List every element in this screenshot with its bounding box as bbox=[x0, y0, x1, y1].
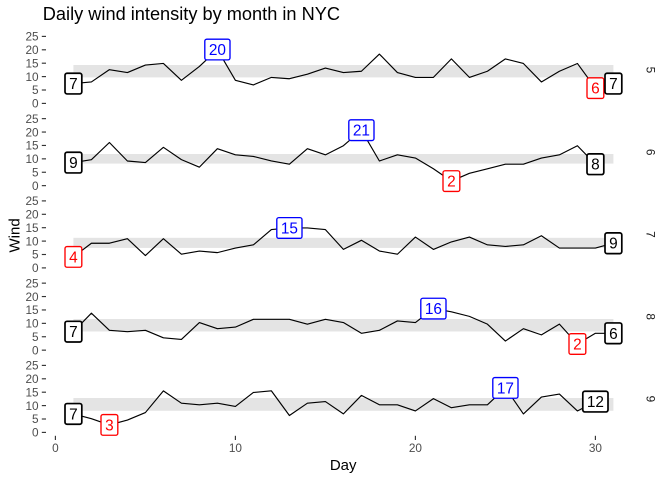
svg-text:20: 20 bbox=[25, 43, 39, 57]
svg-text:20: 20 bbox=[25, 208, 39, 222]
svg-text:2: 2 bbox=[573, 336, 582, 353]
svg-text:5: 5 bbox=[32, 248, 39, 262]
svg-text:15: 15 bbox=[25, 303, 39, 317]
svg-text:0: 0 bbox=[32, 426, 39, 440]
svg-text:10: 10 bbox=[25, 152, 39, 166]
svg-text:20: 20 bbox=[209, 42, 226, 59]
svg-text:Wind: Wind bbox=[7, 218, 24, 252]
svg-text:3: 3 bbox=[105, 417, 114, 434]
svg-text:5: 5 bbox=[643, 67, 657, 74]
svg-text:25: 25 bbox=[25, 194, 39, 208]
svg-text:7: 7 bbox=[609, 76, 618, 93]
svg-text:0: 0 bbox=[32, 179, 39, 193]
svg-text:10: 10 bbox=[25, 234, 39, 248]
svg-text:15: 15 bbox=[25, 221, 39, 235]
svg-text:15: 15 bbox=[281, 220, 298, 237]
svg-text:15: 15 bbox=[25, 56, 39, 70]
svg-text:10: 10 bbox=[229, 441, 243, 455]
svg-text:17: 17 bbox=[497, 380, 514, 397]
svg-text:Day: Day bbox=[330, 457, 357, 474]
svg-text:7: 7 bbox=[69, 406, 78, 423]
svg-text:25: 25 bbox=[25, 359, 39, 373]
svg-text:20: 20 bbox=[25, 372, 39, 386]
svg-text:4: 4 bbox=[69, 249, 78, 266]
svg-text:9: 9 bbox=[609, 236, 618, 253]
svg-text:5: 5 bbox=[32, 165, 39, 179]
svg-text:6: 6 bbox=[591, 81, 600, 98]
svg-text:25: 25 bbox=[25, 112, 39, 126]
svg-text:5: 5 bbox=[32, 83, 39, 97]
svg-text:6: 6 bbox=[609, 326, 618, 343]
svg-text:25: 25 bbox=[25, 30, 39, 44]
svg-text:7: 7 bbox=[643, 231, 657, 238]
svg-text:21: 21 bbox=[353, 123, 370, 140]
svg-text:6: 6 bbox=[643, 149, 657, 156]
svg-text:8: 8 bbox=[643, 313, 657, 320]
svg-text:20: 20 bbox=[409, 441, 423, 455]
svg-text:7: 7 bbox=[69, 324, 78, 341]
svg-text:0: 0 bbox=[32, 97, 39, 111]
svg-text:16: 16 bbox=[425, 301, 442, 318]
svg-text:5: 5 bbox=[32, 330, 39, 344]
svg-text:0: 0 bbox=[32, 343, 39, 357]
svg-text:20: 20 bbox=[25, 290, 39, 304]
svg-text:12: 12 bbox=[587, 394, 604, 411]
svg-text:25: 25 bbox=[25, 276, 39, 290]
svg-text:30: 30 bbox=[589, 441, 603, 455]
svg-text:Daily wind intensity by month: Daily wind intensity by month in NYC bbox=[43, 4, 340, 24]
svg-text:5: 5 bbox=[32, 412, 39, 426]
svg-text:10: 10 bbox=[25, 317, 39, 331]
svg-text:20: 20 bbox=[25, 125, 39, 139]
svg-text:15: 15 bbox=[25, 385, 39, 399]
svg-text:8: 8 bbox=[591, 157, 600, 174]
svg-text:15: 15 bbox=[25, 139, 39, 153]
svg-text:7: 7 bbox=[69, 76, 78, 93]
svg-text:0: 0 bbox=[32, 261, 39, 275]
svg-text:9: 9 bbox=[643, 396, 657, 403]
svg-text:10: 10 bbox=[25, 399, 39, 413]
svg-text:9: 9 bbox=[69, 155, 78, 172]
svg-text:10: 10 bbox=[25, 70, 39, 84]
svg-text:0: 0 bbox=[52, 441, 59, 455]
svg-text:2: 2 bbox=[447, 174, 456, 191]
